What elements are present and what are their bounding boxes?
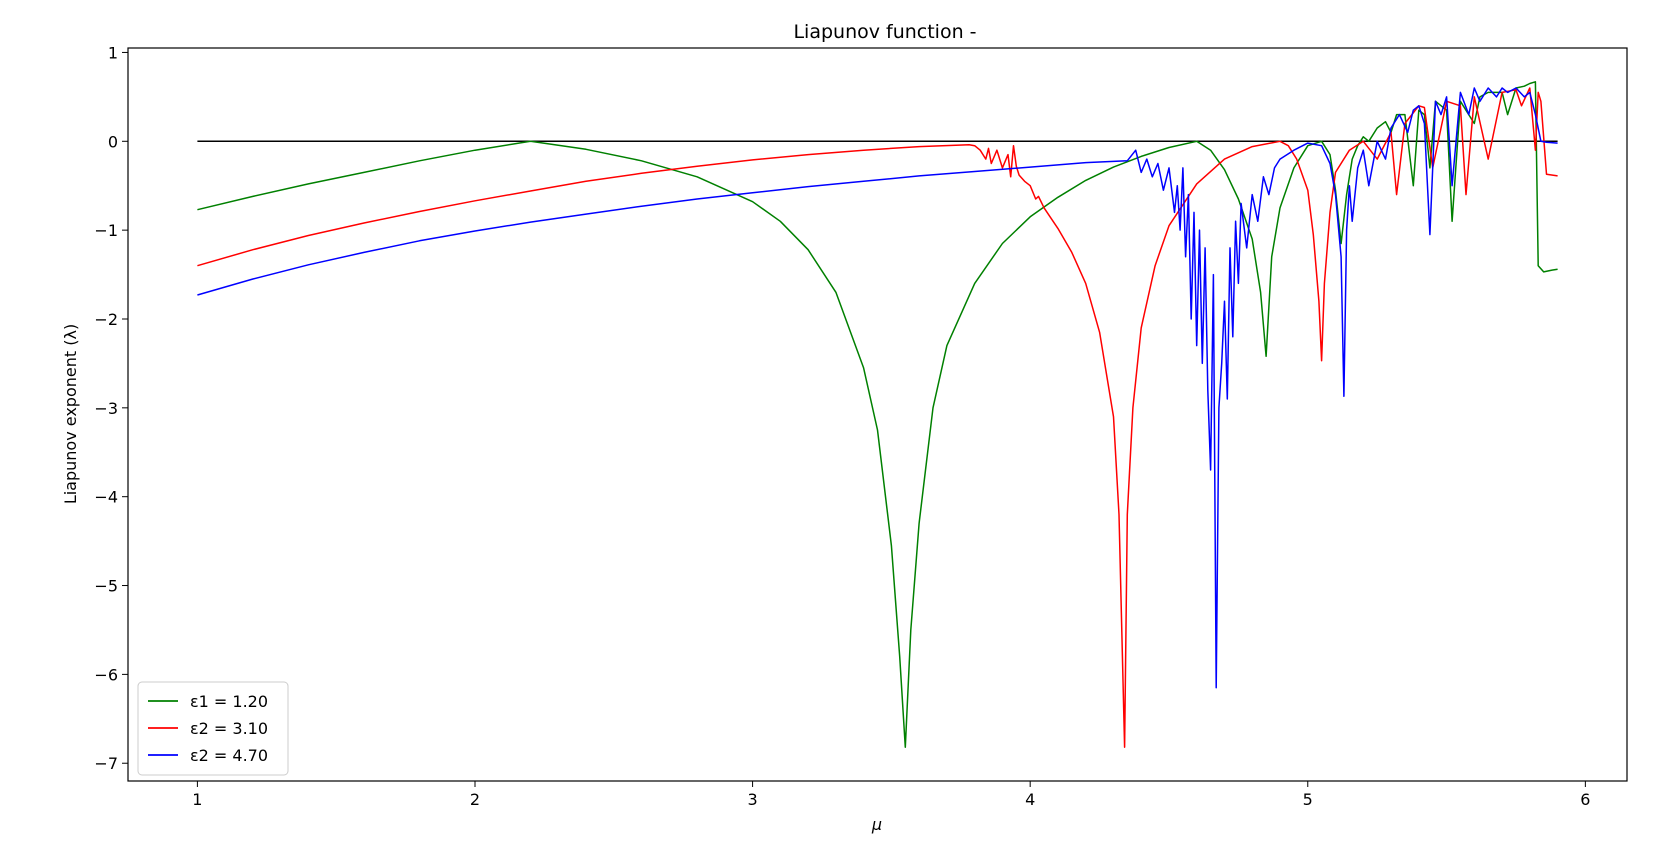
y-tick-label: −2 [94, 310, 118, 329]
y-tick-label: 1 [108, 43, 118, 62]
x-tick-label: 4 [1025, 790, 1035, 809]
y-tick-label: −4 [94, 488, 118, 507]
y-axis-ticks: 1 0 −1 −2 −3 −4 −5 −6 −7 [94, 43, 128, 773]
x-axis-ticks: 1 2 3 4 5 6 [192, 781, 1590, 809]
series-line-3 [197, 87, 1558, 689]
legend-label: ε2 = 3.10 [190, 719, 268, 738]
y-axis-label: Liapunov exponent (λ) [61, 324, 80, 504]
legend-label: ε1 = 1.20 [190, 692, 268, 711]
legend-label: ε2 = 4.70 [190, 746, 268, 765]
x-tick-label: 3 [747, 790, 757, 809]
x-tick-label: 5 [1303, 790, 1313, 809]
x-axis-label: μ [871, 815, 882, 834]
x-tick-label: 1 [192, 790, 202, 809]
y-tick-label: −6 [94, 665, 118, 684]
plot-area [127, 47, 1628, 782]
series-lines [197, 81, 1558, 748]
series-line-2 [197, 87, 1558, 748]
y-tick-label: −3 [94, 399, 118, 418]
legend: ε1 = 1.20 ε2 = 3.10 ε2 = 4.70 [137, 681, 289, 776]
y-tick-label: −1 [94, 221, 118, 240]
x-tick-label: 2 [470, 790, 480, 809]
x-tick-label: 6 [1580, 790, 1590, 809]
y-tick-label: −7 [94, 754, 118, 773]
legend-box [137, 681, 289, 776]
y-tick-label: −5 [94, 577, 118, 596]
chart-title: Liapunov function - [793, 21, 976, 43]
series-line-1 [197, 81, 1558, 748]
y-tick-label: 0 [108, 132, 118, 151]
